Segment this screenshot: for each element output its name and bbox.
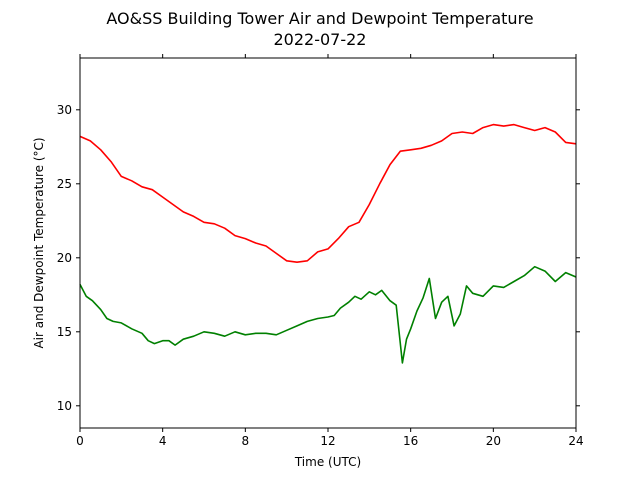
series-line-1 [79, 265, 577, 364]
chart-title: AO&SS Building Tower Air and Dewpoint Te… [106, 9, 533, 28]
y-tick-label-0: 10 [57, 399, 72, 413]
y-tick-label-1: 15 [57, 325, 72, 339]
x-tick-label-0: 0 [76, 434, 84, 448]
y-tick-label-2: 20 [57, 251, 72, 265]
y-tick-label-4: 30 [57, 103, 72, 117]
x-tick-label-2: 8 [242, 434, 250, 448]
y-tick-label-3: 25 [57, 177, 72, 191]
series-layer [79, 123, 577, 364]
y-axis-label: Air and Dewpoint Temperature (°C) [32, 137, 46, 348]
x-tick-label-3: 12 [320, 434, 335, 448]
series-line-0 [79, 123, 577, 263]
x-tick-label-1: 4 [159, 434, 167, 448]
x-tick-label-4: 16 [403, 434, 418, 448]
x-tick-label-6: 24 [568, 434, 583, 448]
ticks-layer: 0 4 8 12 16 20 24 10 15 20 25 30 [57, 54, 584, 448]
x-tick-label-5: 20 [486, 434, 501, 448]
chart-subtitle: 2022-07-22 [274, 30, 367, 49]
x-axis-label: Time (UTC) [294, 455, 361, 469]
